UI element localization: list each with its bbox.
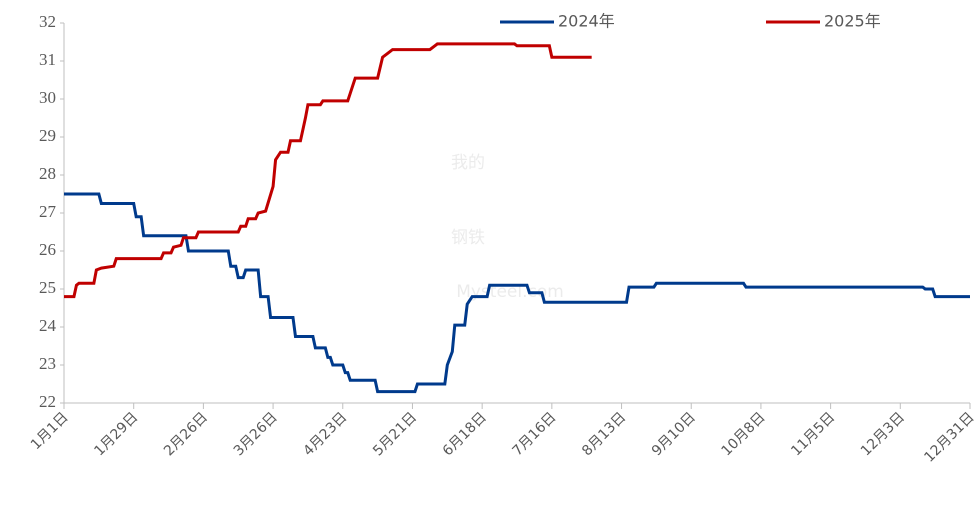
x-tick-label: 2月26日	[161, 409, 211, 459]
x-tick-label: 11月5日	[788, 409, 838, 459]
y-tick-label: 22	[39, 392, 56, 411]
y-tick-label: 25	[39, 278, 56, 297]
legend-label: 2025年	[824, 12, 881, 31]
y-tick-label: 27	[39, 202, 57, 221]
x-tick-label: 3月26日	[231, 409, 281, 459]
y-tick-label: 30	[39, 88, 56, 107]
y-tick-label: 32	[39, 12, 56, 31]
x-tick-label: 9月10日	[649, 409, 699, 459]
x-tick-label: 5月21日	[370, 409, 420, 459]
x-tick-label: 1月29日	[91, 409, 141, 459]
x-tick-label: 4月23日	[300, 409, 350, 459]
watermark: 钢铁	[451, 228, 485, 248]
x-tick-label: 10月8日	[719, 409, 769, 459]
line-series	[64, 42, 592, 299]
y-tick-label: 24	[39, 316, 57, 335]
y-tick-label: 26	[39, 240, 56, 259]
line-series	[64, 192, 970, 394]
y-tick-label: 31	[39, 50, 56, 69]
x-tick-label: 6月18日	[440, 409, 490, 459]
y-tick-label: 23	[39, 354, 56, 373]
watermark: 我的	[451, 153, 485, 173]
legend-label: 2024年	[558, 12, 615, 31]
x-tick-label: 1月1日	[28, 409, 72, 453]
x-tick-label: 7月16日	[509, 409, 559, 459]
y-tick-label: 29	[39, 126, 56, 145]
y-tick-label: 28	[39, 164, 56, 183]
x-tick-label: 8月13日	[579, 409, 629, 459]
x-tick-label: 12月3日	[858, 409, 908, 459]
x-tick-label: 12月31日	[921, 409, 975, 465]
